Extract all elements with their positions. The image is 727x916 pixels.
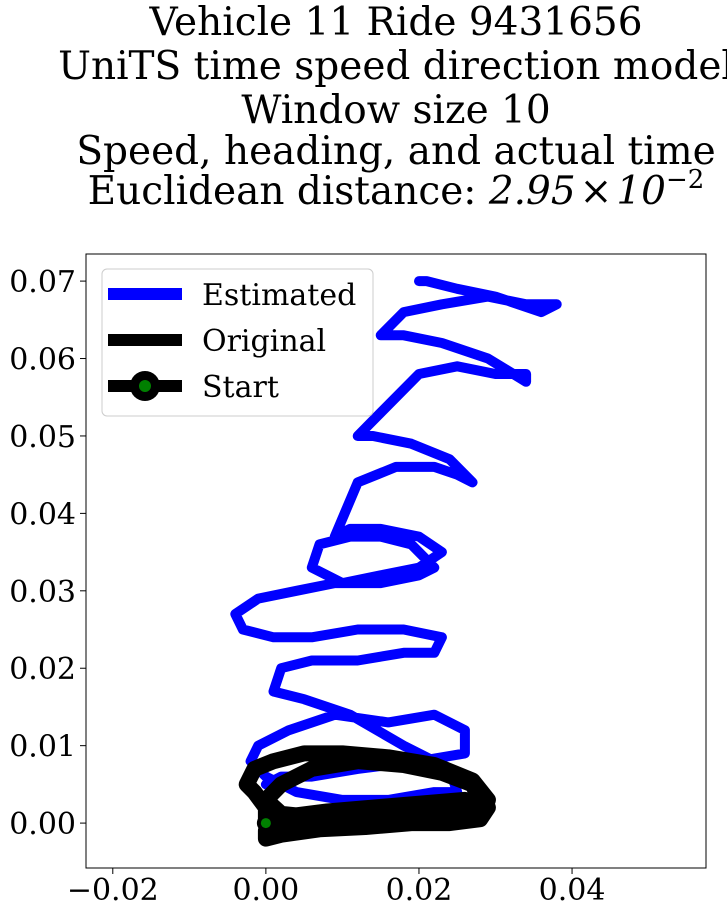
- title-metric-exponent: −2: [666, 165, 704, 195]
- y-tick-label: 0.06: [9, 343, 76, 378]
- title-line-2: UniTS time speed direction model: [58, 44, 727, 89]
- y-tick-label: 0.07: [9, 265, 76, 300]
- title-metric-times: ×: [580, 169, 613, 214]
- title-line-5: Euclidean distance: 2.95 × 10−2: [88, 165, 705, 214]
- y-tick-label: 0.03: [9, 575, 76, 610]
- y-tick-label: 0.04: [9, 497, 76, 532]
- axis-layer: −0.02 0.00 0.02 0.04 0.00 0.01 0.02 0.03 0.04 0.0…: [9, 265, 605, 908]
- title-line-4: Speed, heading, and actual time: [76, 129, 715, 174]
- y-tick-label: 0.00: [9, 807, 76, 842]
- legend-box: [101, 268, 374, 417]
- y-tick-label: 0.05: [9, 420, 76, 455]
- title-line-3: Window size 10: [241, 88, 550, 133]
- y-tick-label: 0.02: [9, 652, 76, 687]
- series-line-original: [238, 745, 496, 847]
- series-line-estimated: [230, 276, 562, 805]
- start-marker-dot: [260, 818, 271, 829]
- series-layer: [230, 276, 562, 847]
- legend-label-estimated: Estimated: [202, 278, 356, 313]
- legend-label-original: Original: [202, 324, 326, 359]
- x-tick-label: 0.04: [539, 873, 606, 908]
- legend-label-start: Start: [202, 370, 279, 405]
- chart-title: Vehicle 11 Ride 9431656 UniTS time speed…: [58, 0, 727, 214]
- y-tick-label: 0.01: [9, 730, 76, 765]
- x-tick-label: −0.02: [67, 873, 159, 908]
- title-metric-base: 10: [616, 169, 666, 214]
- legend: Estimated Original Start: [101, 268, 374, 417]
- title-metric-prefix: Euclidean distance:: [88, 169, 489, 214]
- x-tick-label: 0.00: [232, 873, 299, 908]
- title-metric-mantissa: 2.95: [488, 169, 576, 214]
- title-line-1: Vehicle 11 Ride 9431656: [148, 0, 642, 45]
- x-tick-label: 0.02: [386, 873, 453, 908]
- legend-start-marker-dot: [139, 380, 151, 392]
